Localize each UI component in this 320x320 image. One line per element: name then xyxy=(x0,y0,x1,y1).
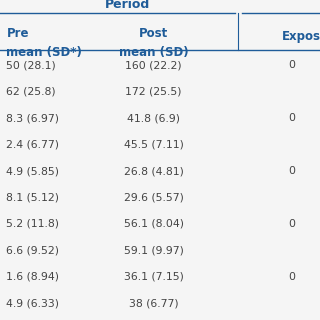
Text: mean (SD*): mean (SD*) xyxy=(6,46,82,60)
Text: 4.9 (6.33): 4.9 (6.33) xyxy=(6,298,60,308)
Text: mean (SD): mean (SD) xyxy=(119,46,188,60)
Text: 41.8 (6.9): 41.8 (6.9) xyxy=(127,113,180,123)
Text: 1.6 (8.94): 1.6 (8.94) xyxy=(6,272,60,282)
Text: 0: 0 xyxy=(288,113,295,123)
Text: 172 (25.5): 172 (25.5) xyxy=(125,87,182,97)
Text: Exposit: Exposit xyxy=(282,30,320,43)
Text: Period: Period xyxy=(105,0,151,11)
Text: 26.8 (4.81): 26.8 (4.81) xyxy=(124,166,184,176)
Text: 0: 0 xyxy=(288,272,295,282)
Text: 38 (6.77): 38 (6.77) xyxy=(129,298,179,308)
Text: 160 (22.2): 160 (22.2) xyxy=(125,60,182,70)
Text: 2.4 (6.77): 2.4 (6.77) xyxy=(6,140,60,150)
Text: 8.3 (6.97): 8.3 (6.97) xyxy=(6,113,60,123)
Text: 6.6 (9.52): 6.6 (9.52) xyxy=(6,245,60,255)
Text: 62 (25.8): 62 (25.8) xyxy=(6,87,56,97)
Text: 0: 0 xyxy=(288,60,295,70)
Text: 59.1 (9.97): 59.1 (9.97) xyxy=(124,245,184,255)
Text: 4.9 (5.85): 4.9 (5.85) xyxy=(6,166,60,176)
Text: Post: Post xyxy=(139,27,168,40)
Text: 5.2 (11.8): 5.2 (11.8) xyxy=(6,219,60,229)
Text: 29.6 (5.57): 29.6 (5.57) xyxy=(124,192,184,203)
Text: 8.1 (5.12): 8.1 (5.12) xyxy=(6,192,60,203)
Text: 0: 0 xyxy=(288,219,295,229)
Text: 56.1 (8.04): 56.1 (8.04) xyxy=(124,219,184,229)
Text: Pre: Pre xyxy=(6,27,29,40)
Text: 0: 0 xyxy=(288,166,295,176)
Text: 36.1 (7.15): 36.1 (7.15) xyxy=(124,272,184,282)
Text: 45.5 (7.11): 45.5 (7.11) xyxy=(124,140,184,150)
Text: 50 (28.1): 50 (28.1) xyxy=(6,60,56,70)
